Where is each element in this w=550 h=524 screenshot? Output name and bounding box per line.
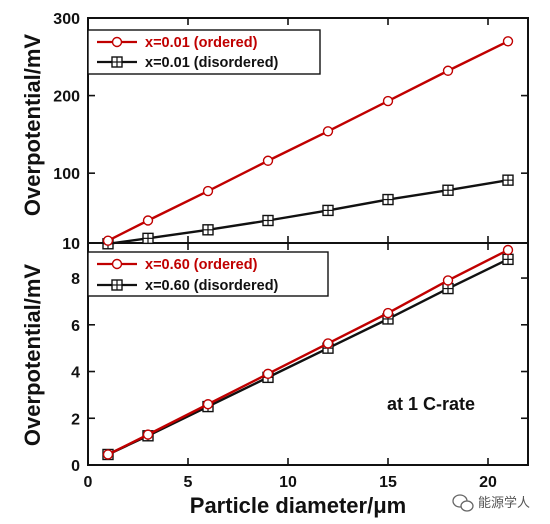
bottom-series-line-ordered [107, 248, 509, 456]
bottom-point-disordered [502, 253, 514, 266]
wechat-icon [452, 494, 474, 512]
top-point-ordered [262, 155, 274, 166]
bottom-point-ordered [502, 244, 514, 256]
top-point-disordered [502, 174, 514, 186]
bottom-series-line-disordered [107, 258, 509, 456]
xtick-label: 5 [184, 474, 193, 491]
legend-marker-ordered-top [111, 36, 123, 48]
bottom-point-ordered [142, 429, 154, 440]
watermark-text: 能源学人 [478, 495, 530, 510]
top-ytick-label: 300 [53, 11, 80, 28]
top-point-disordered [142, 232, 154, 245]
bottom-legend-box [87, 251, 329, 297]
top-series-line-disordered [107, 178, 509, 245]
top-point-ordered [502, 36, 514, 47]
bottom-ytick-label: 2 [71, 411, 80, 428]
legend-marker-disordered-bottom [111, 279, 123, 291]
top-point-ordered [322, 126, 334, 137]
top-ytick-label: 100 [53, 166, 80, 183]
bottom-point-ordered [382, 307, 394, 319]
xtick-label: 15 [379, 474, 397, 491]
top-point-ordered [142, 215, 154, 226]
legend-label-ordered-top: x=0.01 (ordered) [145, 35, 258, 51]
bottom-ytick-label: 4 [71, 365, 80, 382]
watermark: 能源学人 [452, 494, 530, 512]
top-ytick-label: 200 [53, 89, 80, 106]
bottom-point-ordered [262, 368, 274, 380]
top-legend: x=0.01 (ordered) x=0.01 (disordered) [87, 29, 321, 75]
bottom-point-ordered [202, 399, 214, 410]
top-point-disordered [382, 193, 394, 206]
legend-label-disordered-bottom: x=0.60 (disordered) [145, 278, 279, 294]
legend-marker-disordered-top [111, 56, 123, 68]
x-axis-label: Particle diameter/μm [190, 493, 406, 518]
bottom-legend: x=0.60 (ordered) x=0.60 (disordered) [87, 251, 329, 297]
top-point-ordered [102, 235, 114, 246]
bottom-ylabel: Overpotential/mV [20, 264, 45, 446]
top-point-ordered [442, 65, 454, 76]
legend-marker-ordered-bottom [111, 258, 123, 270]
bottom-ytick-label: 0 [71, 458, 80, 475]
bottom-point-ordered [102, 449, 114, 460]
legend-label-ordered-bottom: x=0.60 (ordered) [145, 257, 258, 273]
top-series-line-ordered [107, 40, 509, 242]
legend-label-disordered-top: x=0.01 (disordered) [145, 55, 279, 71]
top-point-disordered [262, 214, 274, 227]
bottom-panel-frame [87, 242, 529, 466]
top-point-disordered [442, 184, 454, 196]
top-ylabel: Overpotential/mV [20, 34, 45, 216]
bottom-point-ordered [442, 275, 454, 286]
bottom-ytick-label: 8 [71, 271, 80, 288]
c-rate-annotation: at 1 C-rate [387, 394, 475, 414]
xtick-label: 0 [84, 474, 93, 491]
top-legend-box [87, 29, 321, 75]
top-point-disordered [202, 224, 214, 236]
top-point-ordered [202, 185, 214, 197]
xtick-label: 10 [279, 474, 297, 491]
bottom-point-ordered [322, 338, 334, 349]
top-point-disordered [322, 204, 334, 217]
top-point-ordered [382, 95, 394, 107]
top-ytick-label: 10 [62, 236, 80, 253]
xtick-label: 20 [479, 474, 497, 491]
bottom-ytick-label: 6 [71, 318, 80, 335]
